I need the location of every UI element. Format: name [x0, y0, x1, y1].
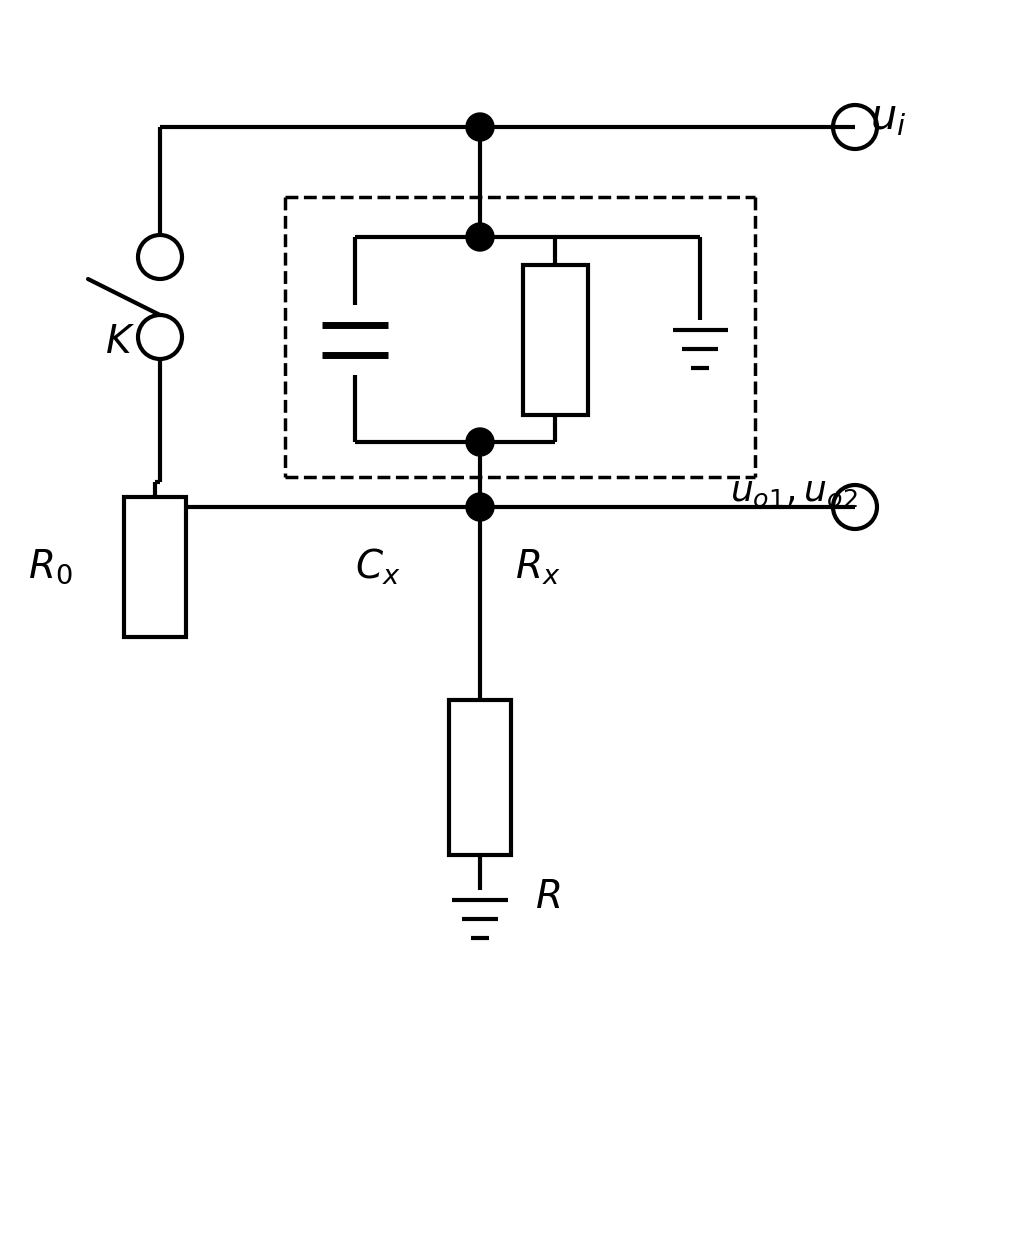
Circle shape [466, 493, 494, 521]
Text: $u_i$: $u_i$ [870, 96, 906, 138]
Bar [449, 700, 512, 854]
Text: $R_0$: $R_0$ [28, 547, 73, 586]
Circle shape [466, 428, 494, 456]
Bar [124, 498, 186, 637]
Bar [523, 264, 587, 414]
Text: $u_{o1}, u_{o2}$: $u_{o1}, u_{o2}$ [730, 475, 858, 509]
Text: $R_x$: $R_x$ [515, 547, 561, 586]
Circle shape [466, 223, 494, 251]
Text: $C_x$: $C_x$ [355, 547, 400, 587]
Circle shape [466, 113, 494, 141]
Text: $R$: $R$ [535, 878, 561, 917]
Text: $K$: $K$ [105, 323, 135, 360]
